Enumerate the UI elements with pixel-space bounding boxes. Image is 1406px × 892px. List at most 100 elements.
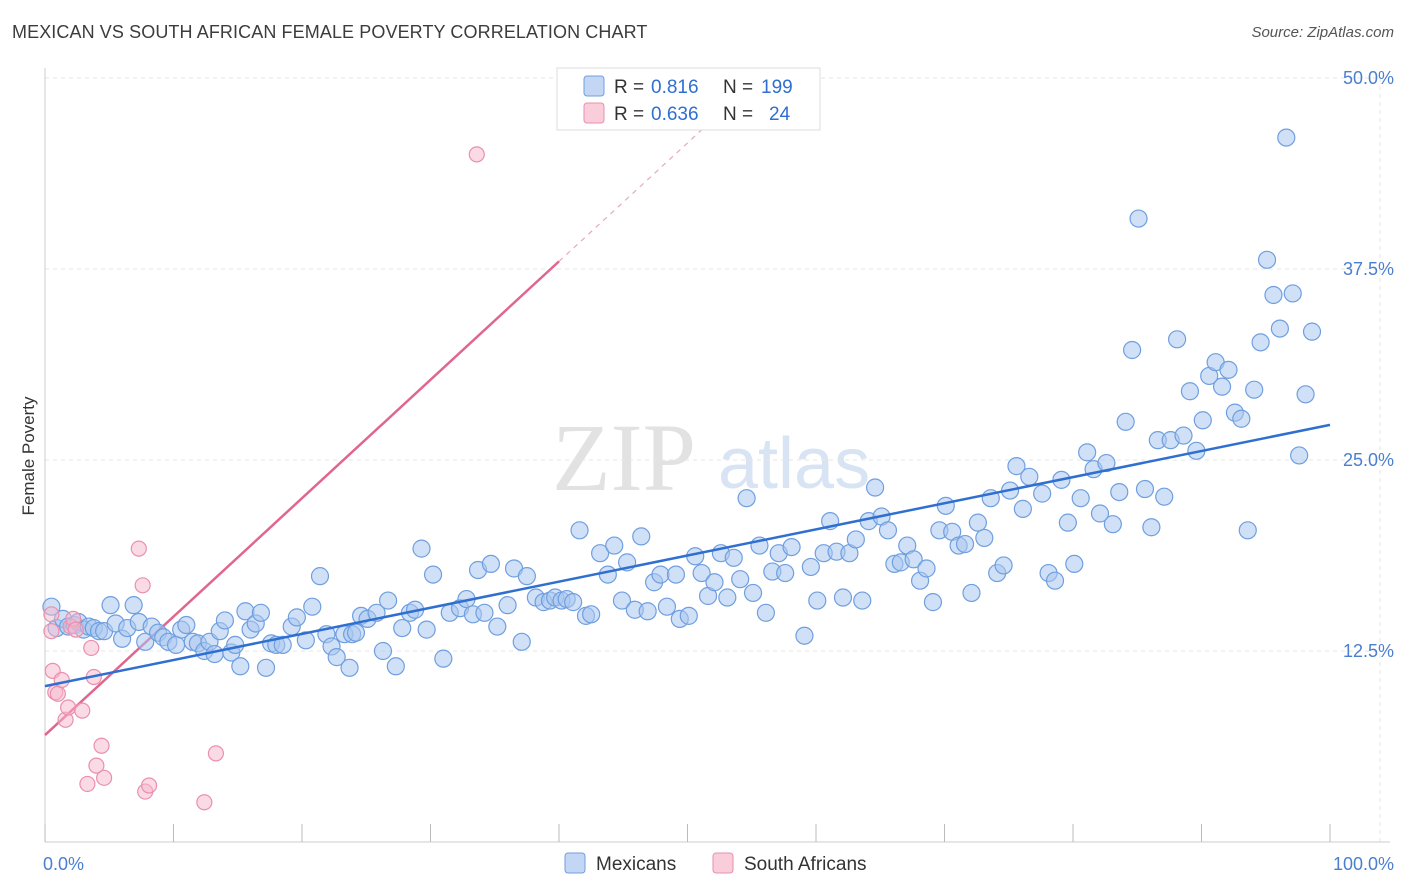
mexicans-point <box>423 565 443 584</box>
mexicans-point <box>378 591 398 610</box>
south-africans-n-label: N = <box>723 104 753 125</box>
mexicans-point <box>1142 518 1161 537</box>
mexicans-point <box>724 548 743 567</box>
mexicans-point <box>968 513 988 532</box>
mexicans-point <box>564 593 583 612</box>
mexicans-point <box>612 591 632 610</box>
south-africans-point <box>96 769 113 786</box>
mexicans-point <box>1174 426 1193 445</box>
south-africans-point <box>207 745 225 762</box>
grid <box>45 77 1381 842</box>
mexicans-point <box>801 557 820 577</box>
mexicans-point <box>303 597 322 616</box>
mexicans-point <box>1116 412 1135 431</box>
mexicans-point <box>256 658 276 677</box>
south-africans-point <box>60 699 77 716</box>
south-africans-point <box>196 794 213 811</box>
south-africans-point <box>43 606 60 623</box>
south-africans-swatch <box>583 102 605 124</box>
mexicans-point <box>1103 515 1122 534</box>
mexicans-point <box>737 489 756 508</box>
mexicans-point <box>1129 209 1148 228</box>
mexicans-r-label: R = <box>614 77 644 98</box>
mexicans-point <box>517 567 536 586</box>
south-africans-point <box>88 757 105 774</box>
mexicans-point <box>808 591 827 610</box>
south-africans-r-label: R = <box>614 104 644 125</box>
mexicans-point <box>231 657 250 676</box>
legend-mexicans-label: Mexicans <box>596 854 676 875</box>
mexicans-point <box>386 657 405 676</box>
mexicans-point <box>1290 446 1309 465</box>
south-africans-point <box>93 737 110 754</box>
south-africans-point <box>83 639 100 657</box>
mexicans-point <box>1257 250 1277 269</box>
mexicans-point <box>177 615 196 635</box>
mexicans-point <box>1245 380 1264 399</box>
x-tick-label-0: 0.0% <box>43 854 84 874</box>
mexicans-point <box>412 539 431 558</box>
south-africans-point <box>79 775 96 793</box>
y-tick-label-3: 50.0% <box>1343 68 1394 88</box>
legend-south-africans-label: South Africans <box>744 854 867 875</box>
mexicans-point <box>346 623 366 642</box>
y-tick-label-0: 12.5% <box>1343 641 1394 661</box>
south-africans-point <box>43 623 60 640</box>
south-africans-point <box>49 685 66 702</box>
mexicans-point <box>498 596 517 615</box>
mexicans-point <box>743 583 763 603</box>
mexicans-point <box>570 521 589 540</box>
mexicans-point <box>776 563 795 583</box>
mexicans-point <box>638 602 657 621</box>
mexicans-point <box>1155 487 1174 506</box>
mexicans-point <box>795 626 814 645</box>
bottom-legend: Mexicans South Africans <box>564 852 867 875</box>
mexicans-point <box>1007 457 1026 476</box>
mexicans-point <box>512 632 531 651</box>
mexicans-point <box>296 631 315 650</box>
mexicans-point <box>1058 513 1077 532</box>
mexicans-point <box>705 573 724 592</box>
mexicans-point <box>434 649 453 668</box>
mexicans-point <box>488 617 507 636</box>
watermark: ZIP atlas <box>552 404 870 511</box>
mexicans-point <box>1277 128 1296 147</box>
south-africans-point <box>140 777 158 794</box>
mexicans-point <box>340 658 359 677</box>
mexicans-point <box>287 608 306 627</box>
mexicans-point <box>166 635 186 654</box>
mexicans-point <box>1283 284 1302 303</box>
mexicans-point <box>327 648 346 667</box>
mexicans-point <box>1033 484 1052 503</box>
mexicans-trendline-group <box>44 423 1331 688</box>
tick-labels: 12.5% 25.0% 37.5% 50.0% 0.0% 100.0% <box>43 68 1394 874</box>
mexicans-point <box>582 605 601 624</box>
mexicans-point <box>833 588 853 607</box>
mexicans-point <box>1212 377 1232 396</box>
mexicans-point <box>226 635 245 654</box>
mexicans-point <box>1090 504 1110 523</box>
legend-south-africans-swatch <box>712 852 734 874</box>
south-africans-point <box>134 577 151 594</box>
mexicans-point <box>666 565 686 584</box>
south-africans-trendline-group <box>44 118 714 736</box>
mexicans-point <box>1123 340 1142 360</box>
south-africans-trendline-extension <box>558 118 714 262</box>
mexicans-point <box>651 565 670 584</box>
mexicans-point <box>1135 479 1155 499</box>
mexicans-point <box>136 632 155 651</box>
mexicans-point <box>936 496 955 515</box>
south-africans-point <box>53 671 70 689</box>
mexicans-point <box>1232 409 1251 428</box>
south-africans-point <box>468 146 485 163</box>
mexicans-point <box>962 583 981 603</box>
mexicans-point <box>718 588 737 607</box>
chart-title: MEXICAN VS SOUTH AFRICAN FEMALE POVERTY … <box>12 22 648 42</box>
mexicans-trendline <box>44 423 1331 688</box>
mexicans-point <box>1110 482 1129 502</box>
mexicans-point <box>310 567 330 586</box>
mexicans-point <box>955 534 975 554</box>
mexicans-point <box>782 537 801 557</box>
mexicans-point <box>1264 285 1283 305</box>
